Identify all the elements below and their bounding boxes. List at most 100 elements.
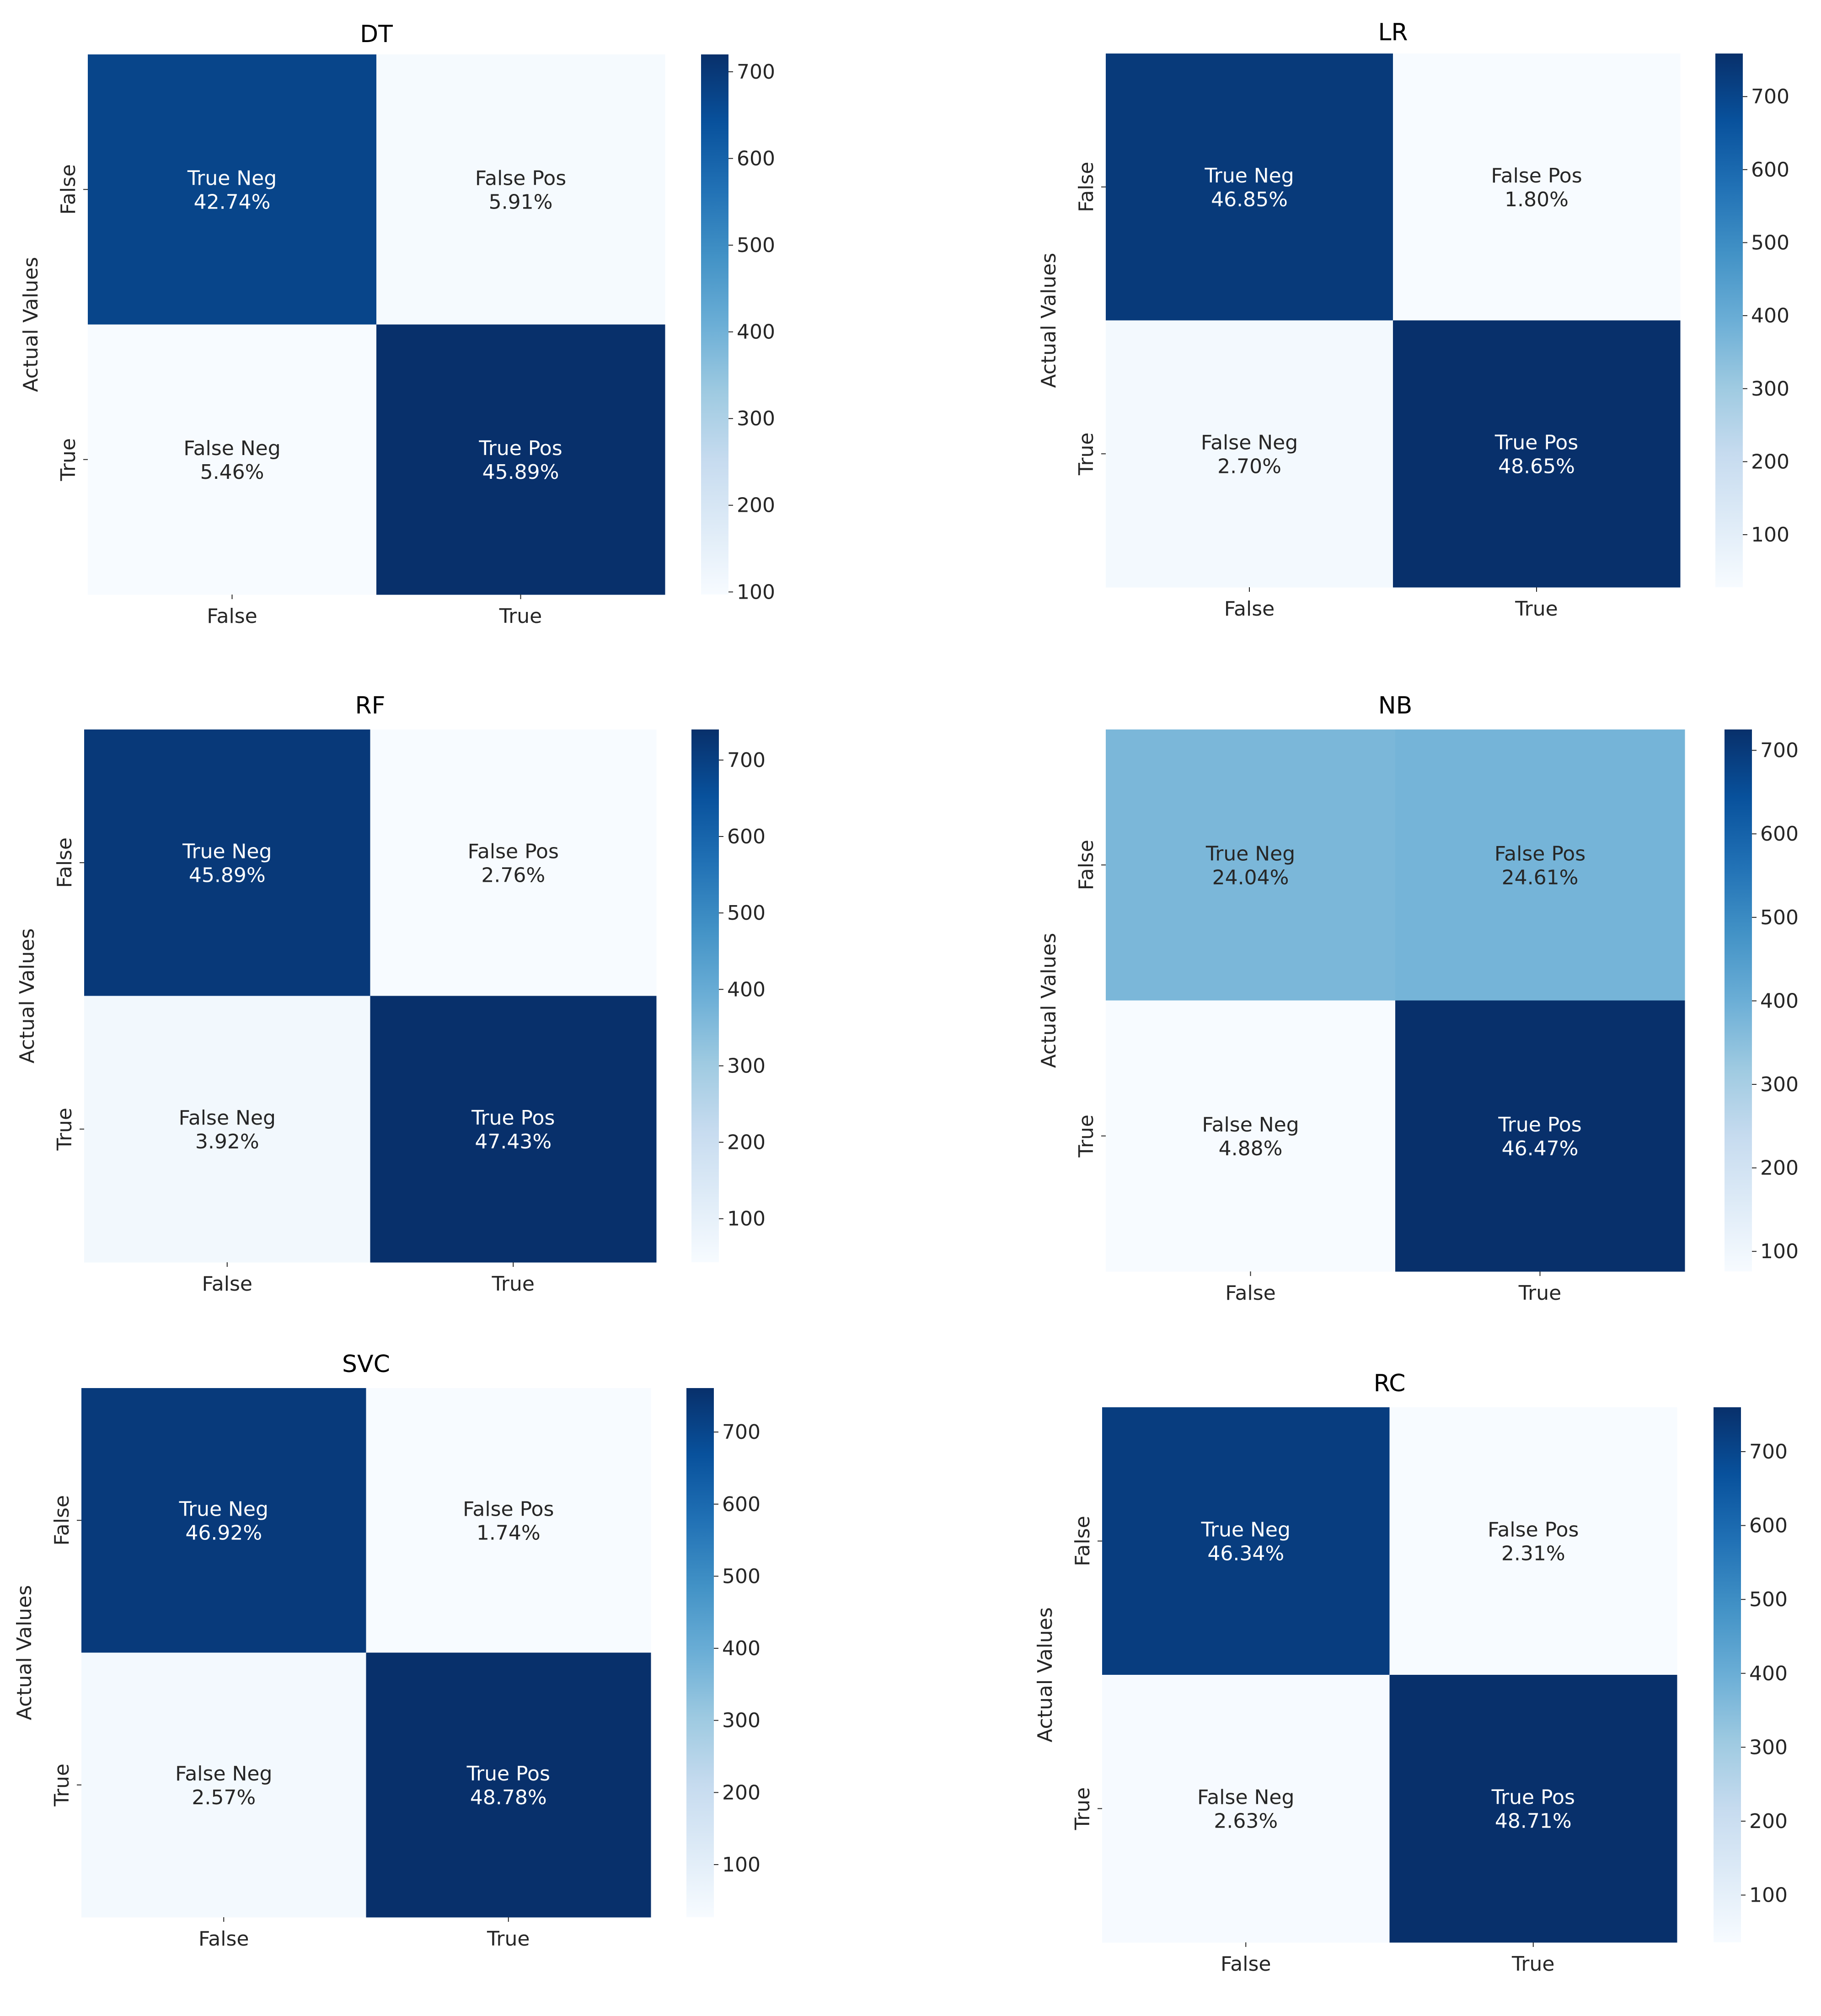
colorbar-tick-label: 200 xyxy=(727,1131,766,1154)
colorbar-tick-label: 300 xyxy=(722,1709,761,1732)
cell-label: False Neg xyxy=(179,1106,276,1130)
colorbar xyxy=(701,54,728,595)
x-tick-label: True xyxy=(1515,597,1558,621)
colorbar-tick-label: 200 xyxy=(722,1781,761,1804)
cell-label: False Neg xyxy=(183,437,280,460)
heatmap-cell-true-pos xyxy=(376,324,665,595)
colorbar-tick-label: 300 xyxy=(727,1054,766,1078)
colorbar-tick-label: 100 xyxy=(737,580,775,604)
colorbar-tick-label: 300 xyxy=(1751,377,1789,401)
y-axis-label: Actual Values xyxy=(1034,1607,1057,1743)
heatmap-cell-false-pos xyxy=(376,54,665,325)
colorbar-tick-label: 600 xyxy=(1749,1514,1788,1538)
colorbar-tick-label: 400 xyxy=(1760,989,1799,1013)
colorbar-tick-label: 100 xyxy=(1749,1884,1788,1907)
x-tick-label: True xyxy=(1511,1952,1554,1976)
chart-title: RC xyxy=(1374,1370,1406,1397)
cell-percent: 45.89% xyxy=(482,461,559,484)
colorbar-tick-label: 300 xyxy=(1749,1736,1788,1759)
cell-label: True Neg xyxy=(1204,164,1294,188)
heatmap-cell-false-pos xyxy=(1389,1407,1677,1675)
cell-label: False Pos xyxy=(475,166,566,190)
colorbar-tick-label: 600 xyxy=(737,147,775,170)
heatmap-cell-true-pos xyxy=(1389,1675,1677,1943)
colorbar-tick-label: 700 xyxy=(727,749,766,772)
y-tick-label: True xyxy=(1071,1787,1094,1830)
cell-percent: 1.80% xyxy=(1505,188,1569,211)
cell-label: True Neg xyxy=(1205,842,1295,865)
heatmap-cell-true-pos xyxy=(366,1652,651,1918)
colorbar xyxy=(1725,729,1752,1271)
colorbar-tick-label: 700 xyxy=(1751,85,1789,108)
chart-title: DT xyxy=(360,21,393,48)
y-axis-label: Actual Values xyxy=(1037,933,1060,1068)
colorbar-tick-label: 400 xyxy=(1751,304,1789,327)
heatmap-cell-false-neg xyxy=(88,324,377,595)
colorbar-tick-label: 600 xyxy=(1751,158,1789,182)
cell-label: True Pos xyxy=(1491,1786,1575,1809)
heatmap-cell-false-neg xyxy=(81,1652,366,1918)
cell-percent: 24.04% xyxy=(1212,866,1289,889)
colorbar-tick-label: 100 xyxy=(1751,523,1789,547)
cell-label: False Neg xyxy=(175,1762,272,1785)
cell-label: True Pos xyxy=(471,1106,555,1130)
colorbar-tick-label: 600 xyxy=(722,1493,761,1516)
colorbar-tick-label: 700 xyxy=(1749,1440,1788,1464)
colorbar-tick-label: 200 xyxy=(737,494,775,517)
colorbar-tick-label: 500 xyxy=(737,234,775,257)
heatmap-cell-false-neg xyxy=(1102,1675,1390,1943)
y-tick-label: False xyxy=(1075,162,1098,212)
cell-label: False Neg xyxy=(1197,1786,1294,1809)
colorbar xyxy=(1714,1407,1741,1942)
cell-percent: 2.31% xyxy=(1501,1542,1565,1566)
cell-percent: 2.63% xyxy=(1214,1810,1278,1833)
cell-percent: 2.70% xyxy=(1217,455,1281,478)
colorbar-tick-label: 700 xyxy=(1760,739,1799,762)
x-tick-label: False xyxy=(202,1272,252,1296)
heatmap-cell-true-neg xyxy=(81,1388,366,1653)
x-tick-label: False xyxy=(1225,1281,1275,1305)
heatmap-cell-true-neg xyxy=(1106,54,1393,321)
cell-percent: 1.74% xyxy=(477,1521,541,1544)
cell-label: True Pos xyxy=(466,1762,550,1785)
chart-title: LR xyxy=(1378,19,1408,46)
cell-percent: 5.46% xyxy=(200,461,264,484)
x-tick-label: True xyxy=(499,605,542,628)
y-tick-label: True xyxy=(1075,433,1098,476)
colorbar-tick-label: 700 xyxy=(737,60,775,84)
heatmap-cell-true-neg xyxy=(1106,729,1396,1001)
colorbar-tick-label: 500 xyxy=(1760,906,1799,929)
colorbar-tick-label: 200 xyxy=(1751,450,1789,473)
colorbar-tick-label: 400 xyxy=(737,321,775,344)
cell-percent: 45.89% xyxy=(189,863,266,887)
cell-percent: 42.74% xyxy=(194,190,271,214)
x-tick-label: True xyxy=(487,1927,530,1951)
cell-percent: 5.91% xyxy=(489,190,553,214)
chart-title: NB xyxy=(1378,692,1413,719)
x-tick-label: True xyxy=(1518,1281,1561,1305)
y-tick-label: False xyxy=(1071,1516,1094,1566)
y-tick-label: True xyxy=(50,1764,74,1807)
cell-label: True Neg xyxy=(179,1497,268,1521)
cell-label: True Neg xyxy=(187,166,277,190)
cell-label: False Neg xyxy=(1202,1113,1299,1137)
cell-label: True Neg xyxy=(1201,1518,1291,1542)
y-tick-label: False xyxy=(1075,840,1098,890)
x-tick-label: False xyxy=(1221,1952,1271,1976)
x-tick-label: True xyxy=(492,1272,535,1296)
colorbar-tick-label: 400 xyxy=(722,1637,761,1660)
y-axis-label: Actual Values xyxy=(16,928,39,1064)
colorbar-tick-label: 500 xyxy=(722,1565,761,1588)
heatmap-cell-false-neg xyxy=(1106,320,1393,588)
colorbar-tick-label: 600 xyxy=(727,825,766,848)
heatmap-cell-true-pos xyxy=(1393,320,1681,588)
colorbar-tick-label: 200 xyxy=(1749,1810,1788,1833)
cell-percent: 48.65% xyxy=(1498,455,1575,478)
heatmap-cell-true-pos xyxy=(370,996,657,1263)
y-axis-label: Actual Values xyxy=(13,1585,36,1721)
chart-title: RF xyxy=(355,692,385,719)
